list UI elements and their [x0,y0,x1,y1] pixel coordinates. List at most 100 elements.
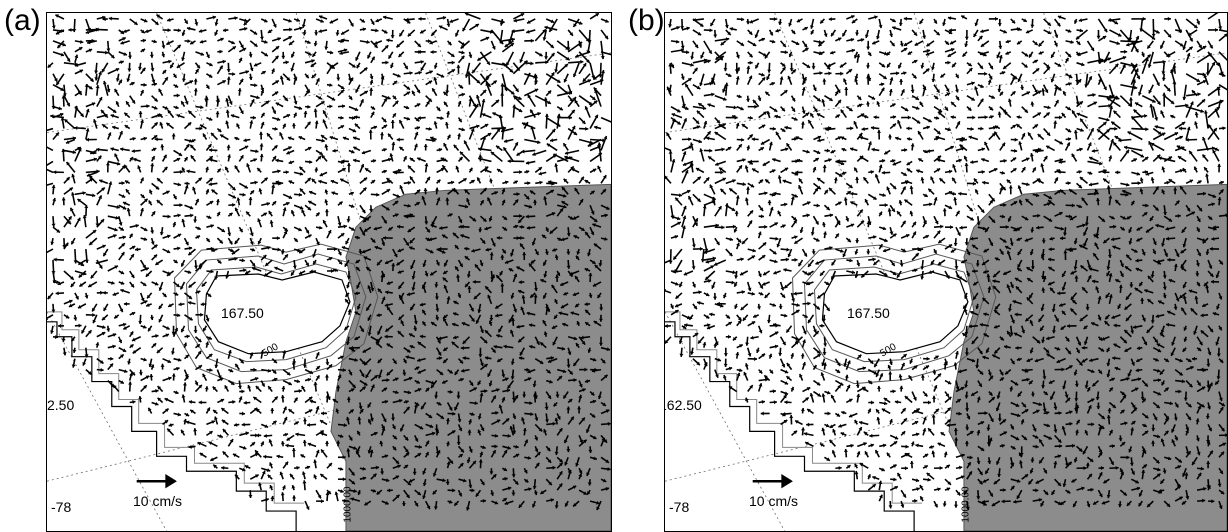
velocity-arrow-head [95,223,100,227]
velocity-arrow-head [711,77,715,82]
velocity-arrow [47,168,54,174]
velocity-arrow-head [573,23,577,27]
velocity-arrow-head [480,329,484,333]
velocity-arrow-head [113,234,117,238]
velocity-arrow-head [396,137,400,142]
velocity-arrow-head [316,241,320,246]
velocity-arrow-head [80,113,84,117]
velocity-arrow-head [540,342,544,346]
velocity-arrow-head [341,31,345,35]
velocity-arrow-head [242,47,246,52]
velocity-arrow-head [454,406,458,411]
velocity-arrow-head [135,247,139,252]
velocity-arrow-head [406,116,411,121]
velocity-arrow-head [453,312,457,316]
velocity-arrow-head [153,135,158,139]
velocity-arrow-head [319,172,324,177]
velocity-arrow-head [860,38,865,42]
velocity-arrow-head [452,488,456,493]
velocity-arrow-head [383,387,387,392]
velocity-arrow-head [1077,52,1081,57]
velocity-arrow-head [226,69,231,73]
velocity-arrow [600,40,604,60]
velocity-arrow-head [374,40,378,45]
velocity-arrow-head [167,28,171,33]
velocity-arrow-head [275,102,280,107]
velocity-arrow-head [115,67,120,72]
velocity-arrow-head [417,453,421,457]
velocity-arrow-head [455,266,459,271]
velocity-arrow-head [122,205,127,210]
velocity-arrow-head [854,78,859,82]
velocity-arrow-head [913,59,918,64]
coastline [47,321,297,531]
velocity-arrow-head [311,178,316,183]
velocity-arrow-head [920,65,925,69]
velocity-arrow-head [398,53,403,57]
velocity-arrow-head [294,238,298,242]
velocity-arrow-head [500,283,505,287]
velocity-arrow-head [445,441,450,445]
velocity-arrow-head [377,288,382,293]
velocity-arrow-head [417,370,422,374]
velocity-arrow-head [587,252,591,257]
velocity-arrow-head [305,262,309,267]
velocity-arrow-head [207,215,212,219]
velocity-arrow-head [765,91,769,96]
velocity-arrow-head [604,35,609,40]
velocity-arrow-head [380,471,385,475]
velocity-arrow-head [801,87,806,91]
velocity-arrow-head [196,344,200,348]
velocity-arrow-head [433,65,438,69]
velocity-arrow-head [173,74,177,78]
velocity-arrow-head [529,344,533,349]
velocity-arrow-head [692,17,697,22]
velocity-arrow-head [464,256,469,260]
velocity-arrow-head [55,14,59,18]
velocity-arrow-head [349,77,354,82]
velocity-arrow-head [434,428,439,432]
velocity-arrow-head [398,398,403,403]
velocity-arrow-head [501,188,506,193]
velocity-arrow-head [154,98,158,102]
velocity-arrow-head [452,232,457,237]
velocity-arrow-head [460,448,464,453]
velocity-arrow-head [98,265,103,269]
velocity-arrow-head [95,27,99,32]
velocity-arrow-head [380,76,385,80]
velocity-arrow-head [318,179,322,184]
velocity-arrow-head [550,355,554,360]
velocity-arrow-head [409,246,413,250]
velocity-arrow-head [288,160,293,165]
velocity-arrow-head [571,109,575,114]
velocity-arrow-head [312,253,316,258]
velocity-arrow [1097,73,1108,91]
velocity-arrow-head [383,98,387,102]
velocity-arrow-head [405,214,409,219]
velocity-arrow-head [680,45,685,49]
velocity-arrow-head [511,492,516,496]
velocity-arrow-head [464,204,469,209]
velocity-arrow-head [353,158,357,163]
velocity-arrow-head [242,192,246,197]
velocity-arrow-head [268,386,272,390]
velocity-arrow-head [315,449,320,454]
velocity-arrow-head [357,430,361,435]
velocity-arrow-head [200,312,204,317]
velocity-arrow-head [390,119,395,123]
velocity-arrow-head [1218,26,1223,30]
velocity-arrow-head [702,106,707,111]
velocity-arrow-head [495,313,499,318]
velocity-arrow-head [393,435,397,440]
velocity-arrow-head [141,67,146,72]
velocity-arrow-head [558,237,562,241]
velocity-arrow-head [310,63,315,67]
velocity-arrow-head [74,54,79,59]
velocity-arrow-head [320,432,325,436]
velocity-arrow-head [168,303,172,308]
velocity-arrow-head [386,178,391,182]
velocity-arrow-head [409,157,414,162]
velocity-arrow-head [367,403,372,408]
velocity-arrow-head [309,160,313,164]
velocity-arrow-head [156,14,161,18]
